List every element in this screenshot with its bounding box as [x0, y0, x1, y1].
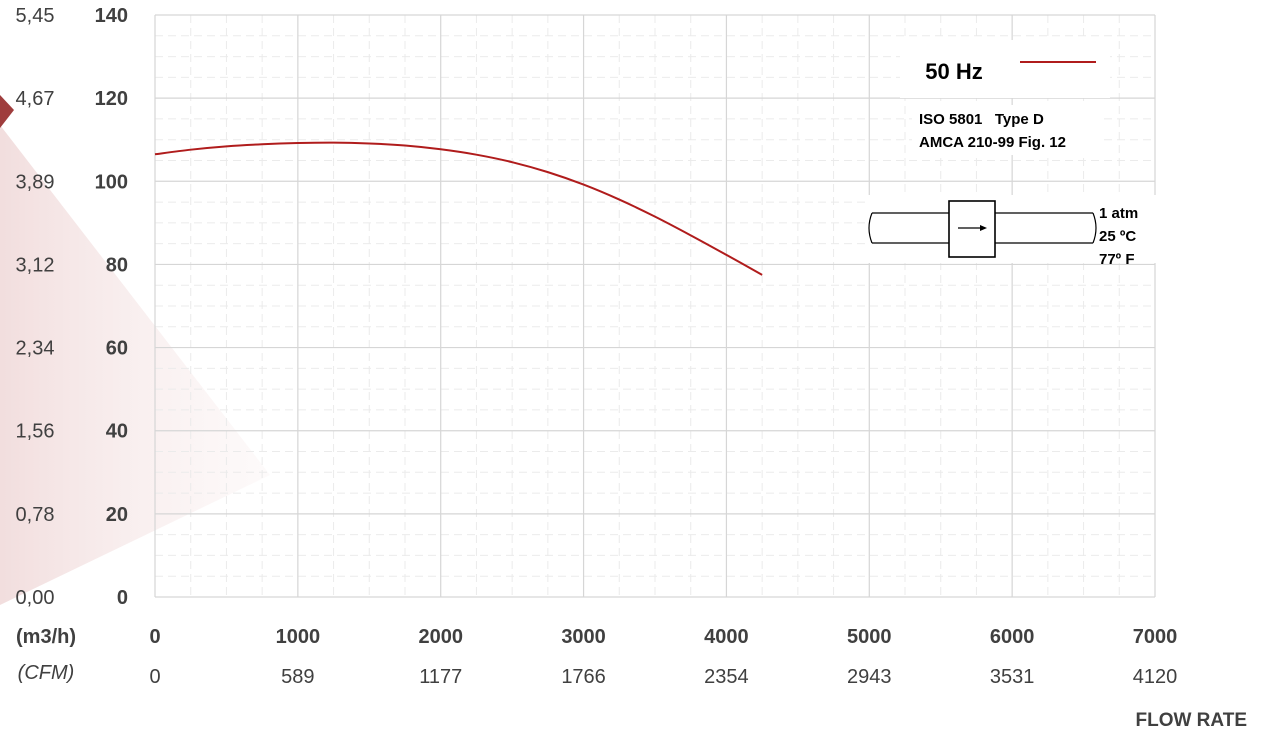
- secondary-y-tick-labels: 0,00 0,78 1,56 2,34 3,12 3,89 4,67 5,45: [16, 5, 55, 609]
- duct-outlet-break: [1092, 212, 1097, 244]
- x-secondary-tick-label: 589: [281, 666, 314, 688]
- standards-note-background: [912, 105, 1102, 155]
- y-secondary-tick-label: 0,00: [16, 587, 55, 609]
- x-tick-label: 6000: [990, 626, 1035, 648]
- fan-box-icon: [948, 200, 996, 258]
- x-tick-label: 5000: [847, 626, 892, 648]
- x-secondary-tick-label: 2943: [847, 666, 892, 688]
- y-tick-label: 80: [106, 254, 128, 276]
- x-secondary-tick-label: 0: [149, 666, 160, 688]
- x-secondary-tick-label: 1766: [561, 666, 606, 688]
- y-secondary-tick-label: 3,89: [16, 171, 55, 193]
- x-secondary-tick-label: 4120: [1133, 666, 1178, 688]
- x-axis-unit-primary: (m3/h): [16, 626, 76, 648]
- standard-line-1: ISO 5801 Type D: [919, 111, 1044, 128]
- legend-background: [900, 40, 1110, 98]
- primary-x-tick-labels: 0 1000 2000 3000 4000 5000 6000 7000: [149, 626, 1177, 648]
- y-tick-label: 60: [106, 338, 128, 360]
- duct-diagram-background: [866, 195, 1156, 263]
- series-line-50hz: [154, 141, 763, 276]
- y-tick-label: 140: [95, 5, 128, 27]
- condition-pressure: 1 atm: [1099, 205, 1138, 222]
- y-secondary-tick-label: 2,34: [16, 338, 55, 360]
- y-tick-label: 40: [106, 421, 128, 443]
- x-axis-unit-secondary: (CFM): [18, 662, 75, 684]
- y-secondary-tick-label: 3,12: [16, 254, 55, 276]
- x-secondary-tick-label: 1177: [419, 666, 462, 688]
- duct-inlet-break: [868, 212, 873, 244]
- condition-temperature-f: 77º F: [1099, 251, 1135, 268]
- grid: [154, 14, 1156, 598]
- standards-note: ISO 5801 Type D AMCA 210-99 Fig. 12: [912, 105, 1102, 155]
- x-tick-label: 3000: [561, 626, 606, 648]
- x-axis-title: FLOW RATE: [1135, 710, 1247, 731]
- x-tick-label: 0: [149, 626, 160, 648]
- legend-label-50hz: 50 Hz: [925, 59, 982, 84]
- legend: 50 Hz: [900, 40, 1110, 98]
- y-secondary-tick-label: 1,56: [16, 421, 55, 443]
- x-tick-label: 7000: [1133, 626, 1178, 648]
- x-secondary-tick-label: 2354: [704, 666, 749, 688]
- flow-arrow-head-icon: [980, 225, 987, 231]
- x-secondary-tick-label: 3531: [990, 666, 1035, 688]
- y-tick-label: 100: [95, 171, 128, 193]
- curve-layer: [154, 141, 763, 276]
- background-watermark-shape: [0, 125, 270, 605]
- y-secondary-tick-label: 0,78: [16, 504, 55, 526]
- y-tick-label: 120: [95, 88, 128, 110]
- y-secondary-tick-label: 5,45: [16, 5, 55, 27]
- y-tick-label: 20: [106, 504, 128, 526]
- y-secondary-tick-label: 4,67: [16, 88, 55, 110]
- condition-temperature-c: 25 ºC: [1099, 228, 1136, 245]
- x-tick-label: 1000: [276, 626, 321, 648]
- x-tick-label: 4000: [704, 626, 749, 648]
- standard-line-2: AMCA 210-99 Fig. 12: [919, 134, 1066, 151]
- x-tick-label: 2000: [418, 626, 463, 648]
- primary-y-tick-labels: 0 20 40 60 80 100 120 140: [95, 5, 128, 609]
- background-watermark-corner: [0, 95, 14, 128]
- secondary-x-tick-labels: 0 589 1177 1766 2354 2943 3531 4120: [149, 666, 1177, 688]
- duct-diagram: 1 atm 25 ºC 77º F: [866, 195, 1156, 268]
- y-tick-label: 0: [117, 587, 128, 609]
